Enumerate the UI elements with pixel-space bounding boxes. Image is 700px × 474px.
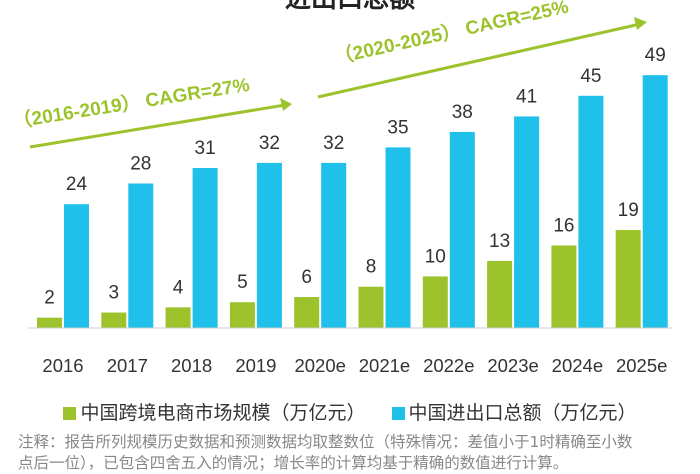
x-tick-label: 2016: [42, 355, 83, 376]
data-label: 24: [66, 174, 88, 195]
footnote-line-1: 注释：报告所列规模历史数据和预测数据均取整数位（特殊情况：差值小于1时精确至小数: [18, 433, 633, 451]
cagr-label-1: （2016-2019） CAGR=27%: [11, 73, 251, 133]
bar-ecommerce-2023e: [487, 260, 513, 328]
data-label: 8: [366, 257, 377, 278]
bar-ecommerce-2017: [101, 312, 127, 328]
bar-trade-2020e: [321, 162, 347, 328]
data-label: 28: [130, 154, 151, 175]
data-label: 31: [195, 138, 216, 159]
cagr-arrow-2: [317, 22, 641, 99]
x-tick-label: 2025e: [616, 355, 667, 376]
data-label: 41: [516, 86, 537, 107]
cagr-arrow-1-head: [280, 98, 292, 111]
bar-trade-2019: [256, 162, 282, 328]
data-label: 49: [645, 45, 666, 66]
x-tick-label: 2020e: [294, 355, 345, 376]
bar-ecommerce-2025e: [615, 229, 641, 328]
data-label: 10: [425, 246, 446, 267]
legend-swatch-green: [63, 407, 77, 420]
bar-trade-2018: [192, 168, 218, 328]
bar-trade-2022e: [449, 131, 475, 328]
bar-ecommerce-2021e: [358, 286, 384, 328]
x-tick-label: 2024e: [552, 355, 603, 376]
bar-ecommerce-2022e: [422, 276, 448, 328]
legend-item-trade: 中国进出口总额（万亿元）: [391, 402, 637, 424]
x-tick-label: 2019: [235, 355, 276, 376]
data-label: 13: [489, 231, 510, 252]
x-tick-label: 2018: [171, 355, 212, 376]
cagr-arrow-2-head: [634, 17, 647, 30]
cagr-arrow-1: [29, 103, 286, 149]
footnote-line-2: 点后一位），已包含四舍五入的情况；增长率的计算均基于精确的数值进行计算。: [18, 454, 569, 472]
data-label: 3: [109, 283, 120, 304]
bar-ecommerce-2020e: [294, 297, 320, 328]
data-label: 5: [237, 272, 248, 293]
data-label: 16: [553, 215, 574, 236]
bar-trade-2024e: [578, 95, 604, 328]
data-label: 38: [452, 102, 473, 123]
data-label: 35: [387, 117, 408, 138]
data-label: 4: [173, 277, 184, 298]
bar-ecommerce-2016: [37, 317, 62, 328]
data-label: 45: [580, 66, 601, 87]
bar-ecommerce-2019: [229, 302, 255, 328]
bar-trade-2021e: [385, 147, 411, 328]
bar-ecommerce-2024e: [551, 245, 577, 328]
cagr-label-2: （2020-2025） CAGR=25%: [332, 0, 571, 69]
legend: 中国跨境电商市场规模（万亿元） 中国进出口总额（万亿元）: [0, 398, 700, 425]
data-label: 32: [259, 133, 280, 154]
bar-trade-2023e: [514, 116, 540, 328]
data-label: 19: [618, 200, 639, 221]
data-label: 6: [301, 267, 312, 288]
legend-item-ecommerce: 中国跨境电商市场规模（万亿元）: [63, 402, 365, 424]
data-label: 2: [44, 288, 55, 309]
x-tick-label: 2021e: [359, 355, 410, 376]
bar-trade-2016: [64, 204, 89, 328]
x-tick-label: 2022e: [423, 355, 474, 376]
bar-trade-2025e: [642, 75, 668, 328]
x-tick-label: 2017: [107, 355, 148, 376]
footnote: 注释：报告所列规模历史数据和预测数据均取整数位（特殊情况：差值小于1时精确至小数…: [18, 432, 688, 474]
bar-trade-2017: [128, 183, 154, 328]
legend-swatch-blue: [391, 407, 405, 420]
data-label: 32: [323, 133, 344, 154]
x-tick-label: 2023e: [487, 355, 538, 376]
chart-title: 进出口总额: [0, 0, 700, 15]
bar-ecommerce-2018: [165, 307, 191, 328]
